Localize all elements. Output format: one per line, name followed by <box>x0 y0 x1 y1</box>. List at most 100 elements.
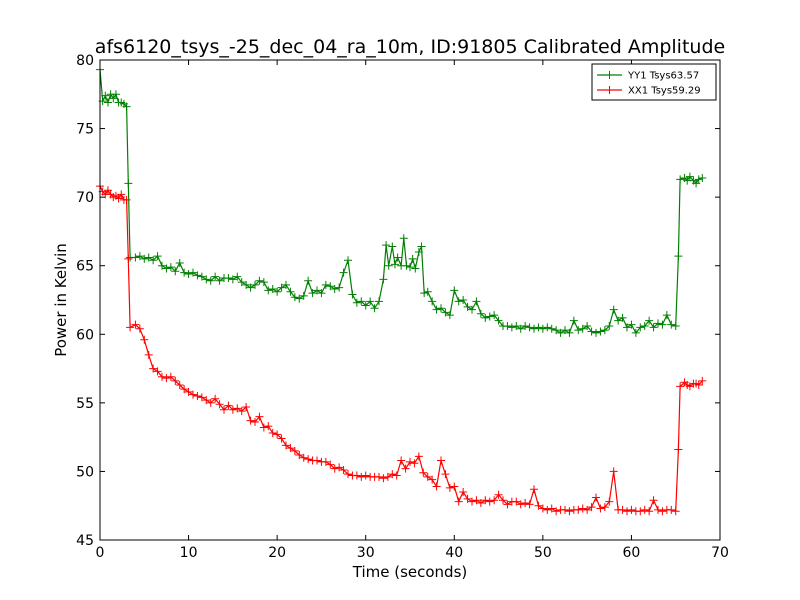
data-point <box>662 311 671 320</box>
data-point <box>313 286 321 295</box>
data-point <box>556 328 565 337</box>
data-point <box>399 234 408 243</box>
data-point <box>454 297 463 306</box>
data-point <box>122 102 131 111</box>
data-point <box>428 297 437 306</box>
data-point <box>124 254 133 263</box>
data-point <box>202 275 211 284</box>
data-point <box>494 490 503 499</box>
data-point <box>251 418 259 427</box>
data-point <box>499 496 507 505</box>
data-point <box>383 472 392 481</box>
data-point <box>437 456 445 465</box>
data-point <box>162 264 171 273</box>
data-point <box>414 452 423 461</box>
data-point <box>432 482 441 491</box>
data-point <box>454 497 463 506</box>
data-point <box>574 326 583 335</box>
data-point <box>609 467 618 476</box>
data-point <box>286 444 295 453</box>
data-point <box>472 496 481 505</box>
x-tick-label: 10 <box>180 545 198 561</box>
y-tick-label: 55 <box>76 396 94 412</box>
data-point <box>101 91 110 100</box>
data-point <box>264 286 273 295</box>
data-point <box>135 252 144 261</box>
data-point <box>335 463 344 472</box>
data-point <box>419 468 428 477</box>
plot-frame <box>99 59 721 541</box>
data-point <box>521 322 530 331</box>
data-point <box>175 381 184 390</box>
x-tick-label: 70 <box>711 545 729 561</box>
data-point <box>503 322 512 331</box>
data-point <box>592 328 600 337</box>
data-point <box>503 500 512 509</box>
data-point <box>654 319 662 328</box>
x-tick-label: 30 <box>357 545 375 561</box>
data-point <box>547 324 556 333</box>
data-point <box>189 390 197 399</box>
data-point <box>184 269 193 278</box>
data-point <box>423 287 432 296</box>
data-point <box>153 252 162 261</box>
data-point <box>180 385 189 394</box>
data-point <box>605 497 614 506</box>
data-point <box>242 402 251 411</box>
data-point <box>445 483 454 492</box>
legend-entry: XX1 Tsys59.29 <box>597 86 701 97</box>
data-point <box>149 256 158 265</box>
data-point <box>321 457 330 466</box>
data-point <box>211 394 220 403</box>
data-point <box>671 507 680 516</box>
data-point <box>476 309 485 318</box>
data-point <box>384 261 393 270</box>
data-point <box>654 505 662 514</box>
data-point <box>543 323 552 332</box>
data-point <box>171 376 180 385</box>
data-point <box>441 470 450 479</box>
data-point <box>671 322 680 331</box>
data-point <box>158 261 166 270</box>
data-point <box>596 504 605 513</box>
data-point <box>547 504 556 513</box>
data-point <box>658 507 667 516</box>
axis-ticks: 0 10 20 30 40 50 60 70 45 50 55 60 65 70 75 80 <box>76 53 729 561</box>
data-point <box>135 324 144 333</box>
data-point <box>649 323 658 332</box>
data-point <box>375 472 383 481</box>
data-point <box>268 285 277 294</box>
data-point <box>420 289 429 298</box>
data-point <box>694 381 703 390</box>
data-point <box>393 253 402 262</box>
data-point <box>237 407 246 416</box>
x-axis-label: Time (seconds) <box>352 563 468 581</box>
data-point <box>649 496 658 505</box>
data-point <box>698 173 707 182</box>
data-point <box>352 298 361 307</box>
data-point <box>596 327 605 336</box>
data-point <box>131 253 140 262</box>
data-point <box>538 504 547 513</box>
data-point <box>197 272 206 281</box>
data-point <box>299 291 308 300</box>
data-point <box>251 280 259 289</box>
data-point <box>578 324 587 333</box>
data-point <box>390 260 399 269</box>
data-point <box>667 505 676 514</box>
data-point <box>273 287 282 296</box>
data-point <box>698 376 707 385</box>
data-point <box>233 404 242 413</box>
data-point <box>162 374 171 383</box>
data-point <box>674 445 683 454</box>
data-point <box>379 474 388 483</box>
data-point <box>131 320 140 329</box>
data-point <box>609 305 618 314</box>
data-point <box>600 326 609 335</box>
data-point <box>521 498 530 507</box>
data-point <box>171 267 180 276</box>
data-point <box>339 268 348 277</box>
data-point <box>175 258 184 267</box>
data-point <box>406 457 414 466</box>
